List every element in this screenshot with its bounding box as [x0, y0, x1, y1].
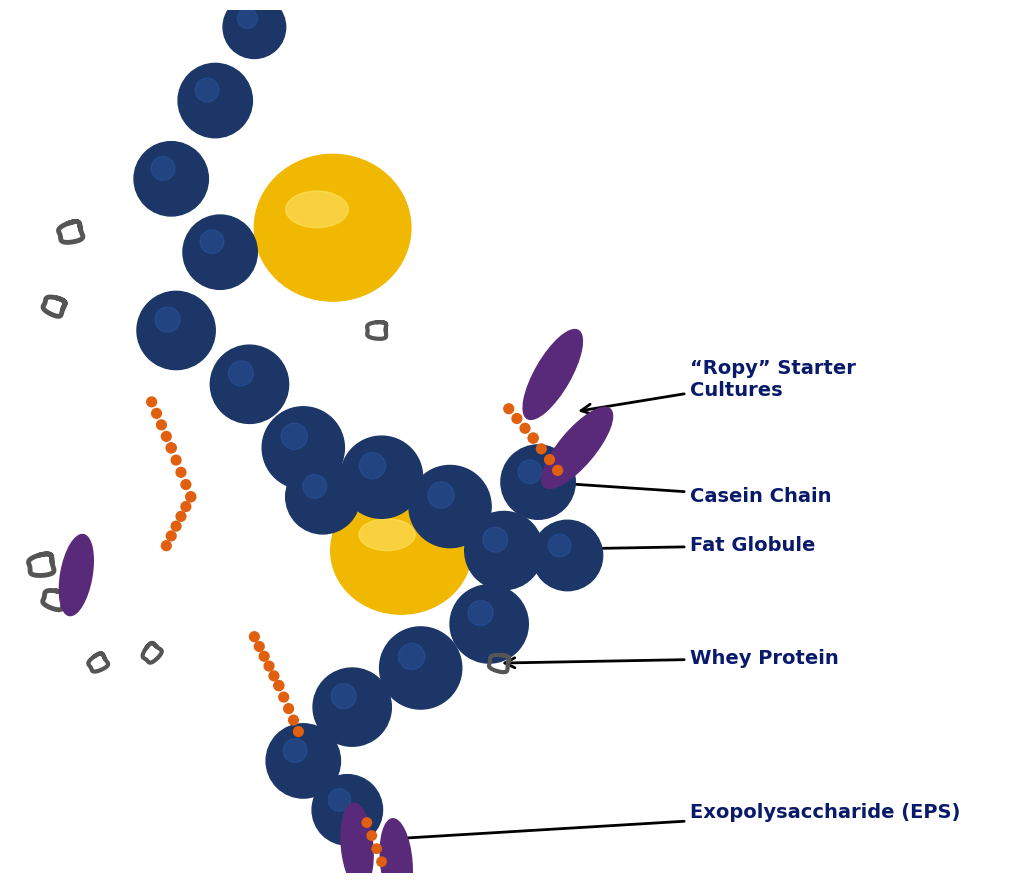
Circle shape: [178, 64, 252, 138]
Circle shape: [504, 404, 514, 413]
Circle shape: [312, 774, 383, 845]
Circle shape: [340, 436, 423, 518]
Ellipse shape: [59, 534, 93, 615]
Circle shape: [266, 724, 340, 798]
Circle shape: [162, 540, 171, 551]
Circle shape: [171, 456, 181, 465]
Circle shape: [520, 424, 530, 434]
Circle shape: [238, 9, 257, 28]
Circle shape: [331, 683, 356, 709]
Circle shape: [181, 502, 190, 511]
Circle shape: [166, 443, 176, 453]
Circle shape: [409, 465, 492, 547]
Circle shape: [468, 600, 494, 625]
Circle shape: [518, 460, 542, 484]
Circle shape: [146, 397, 157, 407]
Ellipse shape: [380, 819, 413, 883]
Circle shape: [528, 434, 538, 443]
Circle shape: [200, 230, 224, 253]
Circle shape: [377, 857, 386, 866]
Circle shape: [294, 727, 303, 736]
Ellipse shape: [286, 191, 348, 228]
Circle shape: [289, 715, 298, 725]
Circle shape: [269, 671, 279, 681]
Circle shape: [186, 492, 196, 502]
Circle shape: [274, 681, 284, 691]
Circle shape: [549, 534, 571, 557]
Circle shape: [398, 644, 425, 669]
Circle shape: [155, 307, 180, 332]
Circle shape: [380, 627, 462, 709]
Circle shape: [171, 521, 181, 531]
Circle shape: [359, 453, 386, 479]
Circle shape: [428, 482, 454, 509]
Circle shape: [210, 345, 289, 424]
Circle shape: [183, 215, 257, 290]
Circle shape: [279, 692, 289, 702]
Circle shape: [223, 0, 286, 58]
Circle shape: [274, 681, 284, 691]
Ellipse shape: [254, 155, 411, 301]
Circle shape: [372, 844, 381, 853]
Text: Fat Globule: Fat Globule: [478, 536, 815, 555]
Text: Whey Protein: Whey Protein: [505, 649, 839, 668]
Circle shape: [176, 467, 186, 477]
Circle shape: [250, 631, 259, 642]
Circle shape: [528, 434, 538, 443]
Circle shape: [196, 79, 219, 102]
Ellipse shape: [542, 407, 612, 488]
Circle shape: [545, 455, 554, 464]
Circle shape: [512, 413, 522, 424]
Circle shape: [166, 531, 176, 540]
Circle shape: [181, 479, 190, 489]
Circle shape: [152, 156, 175, 180]
Circle shape: [282, 423, 307, 449]
Circle shape: [313, 668, 391, 746]
Circle shape: [259, 652, 269, 661]
Text: “Ropy” Starter
Cultures: “Ropy” Starter Cultures: [581, 358, 856, 414]
Circle shape: [367, 831, 377, 841]
Circle shape: [284, 738, 307, 762]
Circle shape: [134, 141, 209, 216]
Circle shape: [186, 492, 196, 502]
Circle shape: [176, 511, 186, 521]
Circle shape: [264, 661, 274, 671]
Circle shape: [362, 818, 372, 827]
Circle shape: [553, 465, 562, 475]
Ellipse shape: [523, 329, 583, 419]
Circle shape: [166, 443, 176, 453]
Circle shape: [537, 444, 546, 454]
Circle shape: [162, 432, 171, 442]
Circle shape: [284, 704, 294, 713]
Circle shape: [303, 474, 327, 498]
Ellipse shape: [341, 804, 373, 883]
Circle shape: [262, 407, 344, 489]
Circle shape: [137, 291, 215, 370]
Circle shape: [228, 361, 253, 386]
Ellipse shape: [358, 519, 415, 551]
Circle shape: [450, 585, 528, 663]
Circle shape: [286, 459, 360, 534]
Ellipse shape: [331, 487, 472, 615]
Text: Exopolysaccharide (EPS): Exopolysaccharide (EPS): [392, 804, 961, 843]
Circle shape: [152, 409, 162, 419]
Text: Casein Chain: Casein Chain: [549, 479, 831, 506]
Circle shape: [501, 445, 575, 519]
Circle shape: [157, 420, 166, 430]
Circle shape: [482, 527, 508, 552]
Circle shape: [329, 789, 351, 811]
Circle shape: [254, 642, 264, 652]
Circle shape: [465, 511, 543, 590]
Circle shape: [532, 520, 603, 591]
